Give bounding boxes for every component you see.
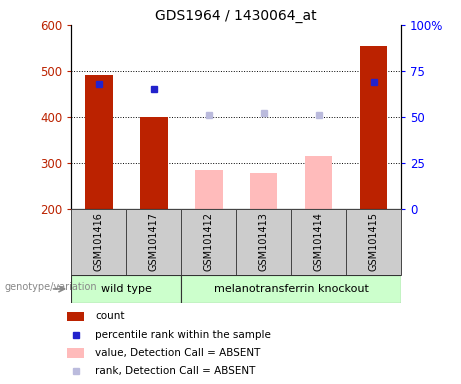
Text: GSM101416: GSM101416	[94, 212, 104, 271]
Bar	[181, 209, 236, 275]
Bar	[181, 275, 401, 303]
Bar	[71, 209, 126, 275]
Bar	[250, 173, 278, 209]
Title: GDS1964 / 1430064_at: GDS1964 / 1430064_at	[155, 8, 317, 23]
Text: percentile rank within the sample: percentile rank within the sample	[95, 329, 272, 339]
Bar	[195, 170, 223, 209]
Bar	[67, 348, 84, 358]
Bar	[305, 156, 332, 209]
Text: GSM101415: GSM101415	[369, 212, 378, 271]
Bar	[236, 209, 291, 275]
Text: count: count	[95, 311, 125, 321]
Text: melanotransferrin knockout: melanotransferrin knockout	[214, 284, 369, 294]
Text: value, Detection Call = ABSENT: value, Detection Call = ABSENT	[95, 348, 261, 358]
Bar	[126, 209, 181, 275]
Bar	[71, 275, 181, 303]
Text: rank, Detection Call = ABSENT: rank, Detection Call = ABSENT	[95, 366, 256, 376]
Bar	[360, 46, 387, 209]
Text: genotype/variation: genotype/variation	[5, 282, 97, 292]
Text: wild type: wild type	[101, 284, 152, 294]
Text: GSM101414: GSM101414	[313, 212, 324, 271]
Bar	[346, 209, 401, 275]
Bar	[67, 311, 84, 321]
Bar	[140, 117, 168, 209]
Bar	[85, 75, 112, 209]
Text: GSM101412: GSM101412	[204, 212, 214, 271]
Text: GSM101413: GSM101413	[259, 212, 269, 271]
Text: GSM101417: GSM101417	[149, 212, 159, 271]
Bar	[291, 209, 346, 275]
